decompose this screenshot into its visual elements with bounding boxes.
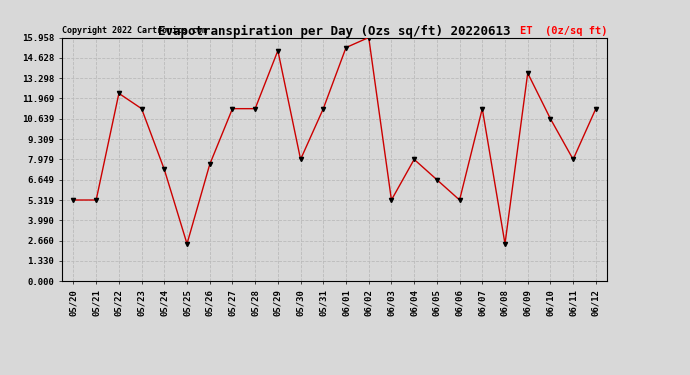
Text: Copyright 2022 Cartronics.com: Copyright 2022 Cartronics.com xyxy=(62,26,207,35)
Title: Evapotranspiration per Day (Ozs sq/ft) 20220613: Evapotranspiration per Day (Ozs sq/ft) 2… xyxy=(159,24,511,38)
Text: ET  (0z/sq ft): ET (0z/sq ft) xyxy=(520,26,607,36)
